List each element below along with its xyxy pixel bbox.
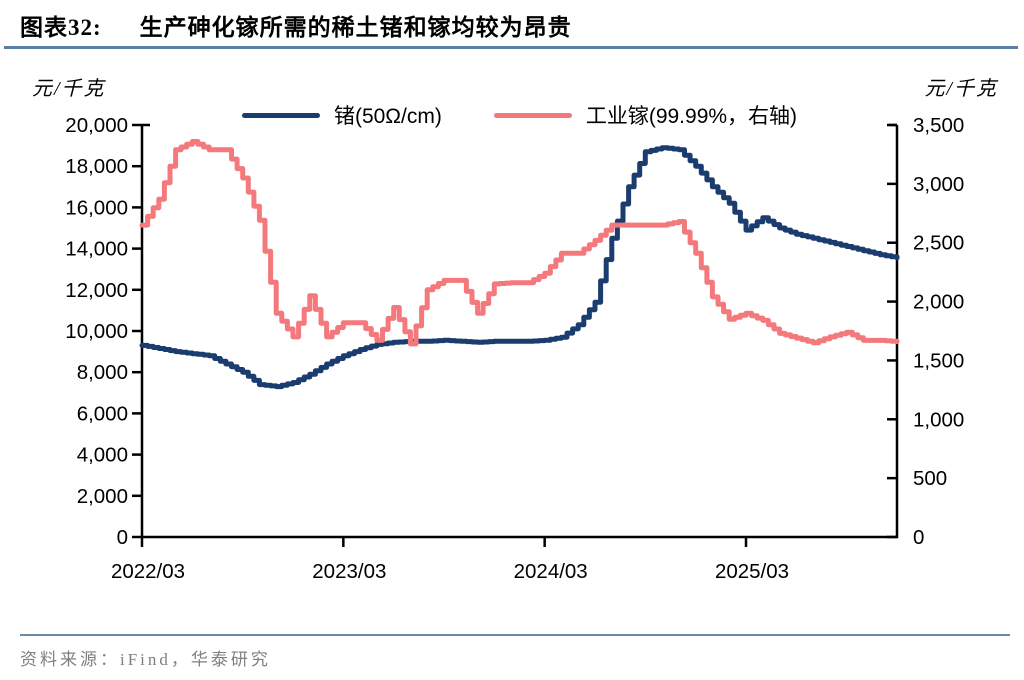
svg-text:2,500: 2,500	[913, 232, 964, 255]
gallium-line-swatch	[493, 112, 572, 118]
x-axis-tick-labels: 2022/03 2023/03 2024/03 2025/03	[111, 560, 789, 583]
svg-text:14,000: 14,000	[65, 238, 128, 261]
svg-text:8,000: 8,000	[77, 361, 128, 384]
figure-header: 图表32: 生产砷化镓所需的稀土锗和镓均较为昂贵	[20, 8, 1010, 42]
legend-item-gallium: 工业镓(99.99%，右轴)	[493, 100, 798, 130]
axes: 0 2,000 4,000 6,000 8,000 10,000 12,000 14,000 1…	[65, 114, 964, 583]
left-axis-unit-label: 元/千克	[32, 78, 106, 100]
figure-number-label: 图表32:	[20, 15, 102, 40]
title-divider	[4, 46, 1018, 49]
svg-text:3,000: 3,000	[913, 173, 964, 196]
svg-text:2023/03: 2023/03	[312, 560, 386, 583]
source-note: 资料来源：iFind，华泰研究	[20, 650, 271, 669]
svg-text:0: 0	[117, 526, 128, 549]
germanium-line	[139, 145, 900, 390]
svg-text:2022/03: 2022/03	[111, 560, 185, 583]
svg-text:2024/03: 2024/03	[514, 560, 588, 583]
svg-text:20,000: 20,000	[65, 114, 128, 137]
svg-text:2,000: 2,000	[913, 291, 964, 314]
svg-text:18,000: 18,000	[65, 155, 128, 178]
svg-text:4,000: 4,000	[77, 444, 128, 467]
right-axis-unit-label: 元/千克	[924, 78, 998, 100]
footer-divider	[20, 634, 1010, 636]
svg-text:6,000: 6,000	[77, 402, 128, 425]
svg-text:1,000: 1,000	[913, 408, 964, 431]
gallium-legend-label: 工业镓(99.99%，右轴)	[585, 105, 798, 128]
germanium-legend-label: 锗(50Ω/cm)	[333, 105, 442, 128]
svg-text:3,500: 3,500	[913, 114, 964, 137]
figure-title: 生产砷化镓所需的稀土锗和镓均较为昂贵	[139, 15, 572, 40]
svg-text:16,000: 16,000	[65, 196, 128, 219]
svg-text:500: 500	[913, 467, 947, 490]
right-axis-tick-labels: 0 500 1,000 1,500 2,000 2,500 3,000 3,500	[913, 114, 964, 549]
gallium-line	[139, 139, 900, 347]
left-axis-tick-labels: 0 2,000 4,000 6,000 8,000 10,000 12,000 14,000 1…	[65, 114, 128, 549]
right-axis-ticks	[887, 123, 897, 539]
svg-text:12,000: 12,000	[65, 279, 128, 302]
svg-text:2,000: 2,000	[77, 485, 128, 508]
svg-text:0: 0	[913, 526, 924, 549]
svg-text:10,000: 10,000	[65, 320, 128, 343]
germanium-line-swatch	[241, 112, 320, 118]
svg-text:1,500: 1,500	[913, 349, 964, 372]
x-axis-ticks	[140, 537, 748, 547]
legend-item-germanium: 锗(50Ω/cm)	[241, 100, 442, 130]
price-line-chart: 0 2,000 4,000 6,000 8,000 10,000 12,000 14,000 1…	[65, 114, 964, 583]
chart-legend: 锗(50Ω/cm) 工业镓(99.99%，右轴)	[142, 100, 897, 130]
left-axis-ticks	[132, 123, 142, 539]
svg-text:2025/03: 2025/03	[715, 560, 789, 583]
